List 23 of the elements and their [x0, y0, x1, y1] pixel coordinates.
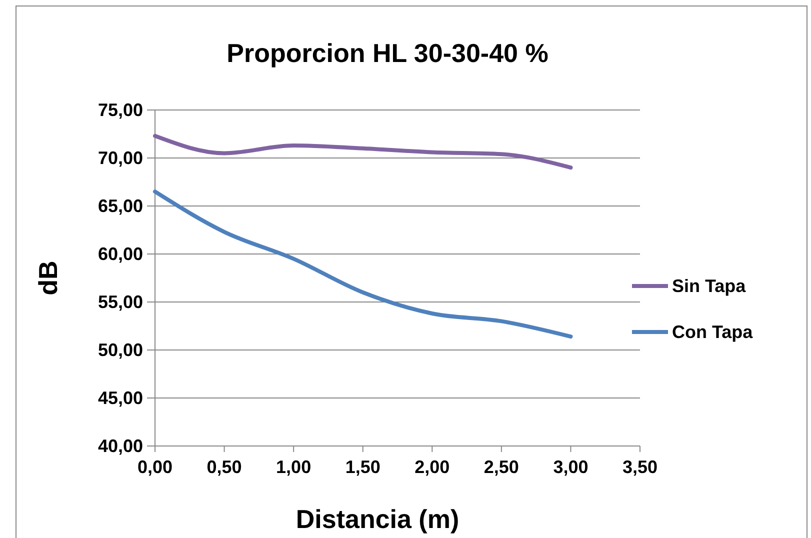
- legend-label: Sin Tapa: [672, 276, 747, 296]
- x-tick-label: 0,50: [206, 457, 242, 477]
- legend-label: Con Tapa: [672, 322, 754, 342]
- y-tick-label: 65,00: [98, 196, 143, 216]
- y-tick-label: 55,00: [98, 292, 143, 312]
- x-tick-label: 1,00: [276, 457, 312, 477]
- chart-title: Proporcion HL 30-30-40 %: [226, 38, 548, 68]
- line-series: [153, 190, 573, 339]
- y-tick-label: 45,00: [98, 388, 143, 408]
- x-tick-label: 0,00: [137, 457, 173, 477]
- y-tick-label: 60,00: [98, 244, 143, 264]
- y-tick-label: 75,00: [98, 100, 143, 120]
- x-tick-label: 3,50: [622, 457, 658, 477]
- line-series: [153, 134, 573, 170]
- x-tick-label: 1,50: [345, 457, 380, 477]
- y-tick-label: 50,00: [98, 340, 143, 360]
- y-axis-title: dB: [33, 260, 63, 296]
- x-tick-label: 2,50: [484, 457, 519, 477]
- y-tick-label: 70,00: [98, 148, 143, 168]
- x-tick-label: 2,00: [414, 457, 450, 477]
- x-tick-label: 3,00: [553, 457, 588, 477]
- x-axis-title: Distancia (m): [296, 504, 460, 534]
- y-tick-label: 40,00: [98, 436, 143, 456]
